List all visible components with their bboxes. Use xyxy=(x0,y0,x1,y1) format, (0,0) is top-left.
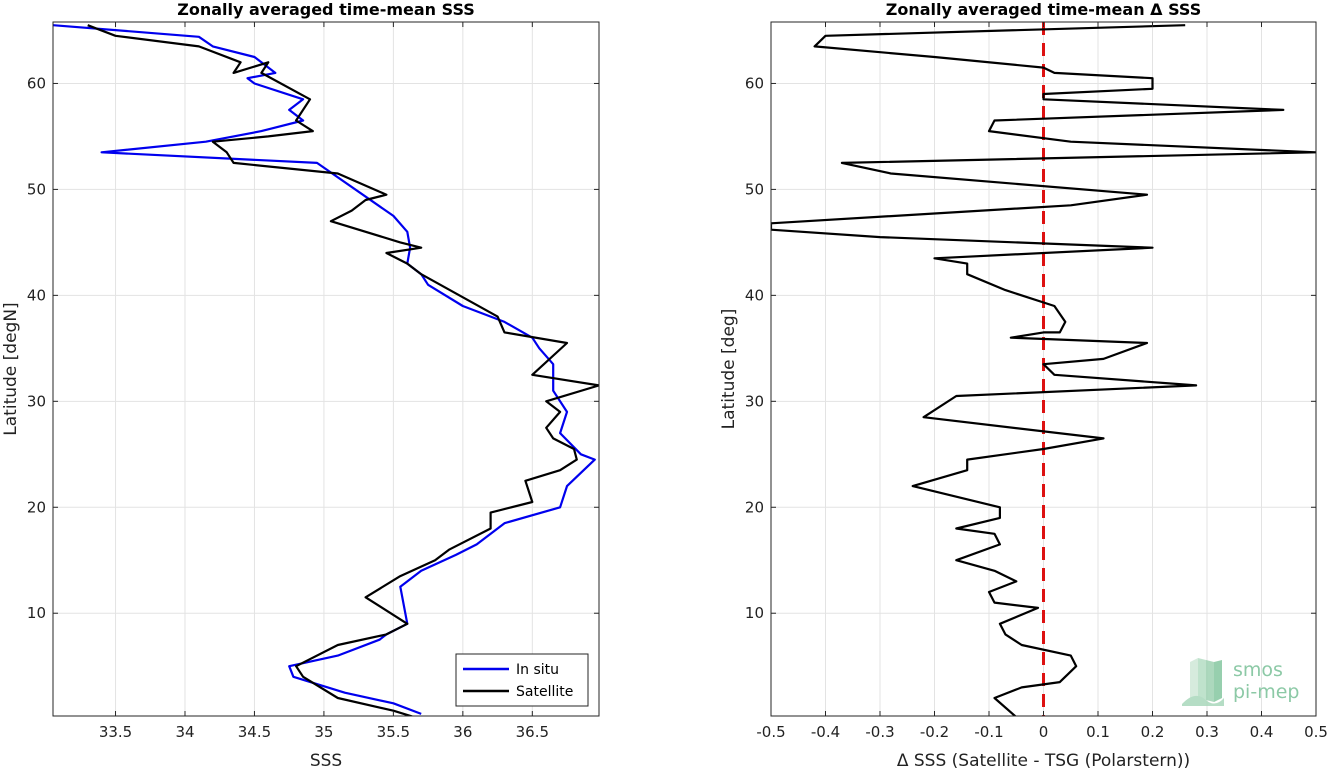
x-tick-label-1-5: 36 xyxy=(453,723,472,741)
x-tick-label-2-5: 0 xyxy=(1039,723,1049,741)
series-line-delta-sss xyxy=(771,24,1316,716)
x-tick-label-1-3: 35 xyxy=(314,723,333,741)
x-axis-label-1: SSS xyxy=(310,751,342,769)
y-tick-label-1-2: 30 xyxy=(27,392,46,410)
logo-text-smos: smos xyxy=(1233,659,1283,681)
x-tick-label-2-9: 0.4 xyxy=(1250,723,1274,741)
legend-box xyxy=(455,653,589,707)
y-tick-label-2-0: 10 xyxy=(745,604,764,622)
panel-sss-profile: 33.5 34 34.5 35 35.5 36 36.5 10 20 30 40 50 60 Zonall… xyxy=(1,0,600,769)
x-tick-label-2-0: -0.5 xyxy=(756,723,785,741)
x-tick-label-2-1: -0.4 xyxy=(811,723,840,741)
chart-title-1: Zonally averaged time-mean SSS xyxy=(177,0,475,19)
y-tick-label-1-4: 50 xyxy=(27,180,46,198)
legend: In situ Satellite xyxy=(455,653,589,707)
y-tick-label-1-5: 60 xyxy=(27,74,46,92)
x-tick-label-2-7: 0.2 xyxy=(1141,723,1165,741)
x-tick-label-1-1: 34 xyxy=(175,723,194,741)
y-tick-label-2-3: 40 xyxy=(745,286,764,304)
axes-frame-1 xyxy=(52,21,600,717)
series-line-satellite xyxy=(87,24,599,716)
logo-graphic-icon xyxy=(1182,658,1224,706)
y-axis-label-1: Latitude [degN] xyxy=(1,302,21,435)
plot-area-1 xyxy=(53,22,599,716)
x-tick-label-2-2: -0.3 xyxy=(865,723,894,741)
y-axis-label-2: Latitude [deg] xyxy=(719,309,739,430)
y-tick-label-1-3: 40 xyxy=(27,286,46,304)
y-tick-label-2-1: 20 xyxy=(745,498,764,516)
y-tick-label-2-5: 60 xyxy=(745,74,764,92)
x-axis-label-2: Δ SSS (Satellite - TSG (Polarstern)) xyxy=(897,751,1190,769)
x-tick-label-2-10: 0.5 xyxy=(1304,723,1328,741)
y-tick-label-1-1: 20 xyxy=(27,498,46,516)
x-tick-label-2-8: 0.3 xyxy=(1195,723,1219,741)
y-tick-label-2-2: 30 xyxy=(745,392,764,410)
x-tick-label-1-4: 35.5 xyxy=(377,723,410,741)
logo-text-pi-mep: pi-mep xyxy=(1233,681,1299,703)
smos-pi-mep-logo: smos pi-mep xyxy=(1182,658,1299,706)
x-tick-label-1-0: 33.5 xyxy=(99,723,132,741)
legend-label-in-situ: In situ xyxy=(516,662,559,678)
x-tick-label-2-6: 0.1 xyxy=(1086,723,1110,741)
x-tick-label-1-2: 34.5 xyxy=(238,723,271,741)
x-tick-label-2-4: -0.1 xyxy=(974,723,1003,741)
x-tick-label-2-3: -0.2 xyxy=(920,723,949,741)
legend-label-satellite: Satellite xyxy=(516,684,573,700)
x-tick-label-1-6: 36.5 xyxy=(516,723,549,741)
panel-delta-sss-profile: -0.5 -0.4 -0.3 -0.2 -0.1 0 0.1 0.2 0.3 0.4 0.5 10 20… xyxy=(719,0,1328,769)
chart-title-2: Zonally averaged time-mean Δ SSS xyxy=(886,0,1202,19)
y-tick-label-1-0: 10 xyxy=(27,604,46,622)
y-tick-label-2-4: 50 xyxy=(745,180,764,198)
